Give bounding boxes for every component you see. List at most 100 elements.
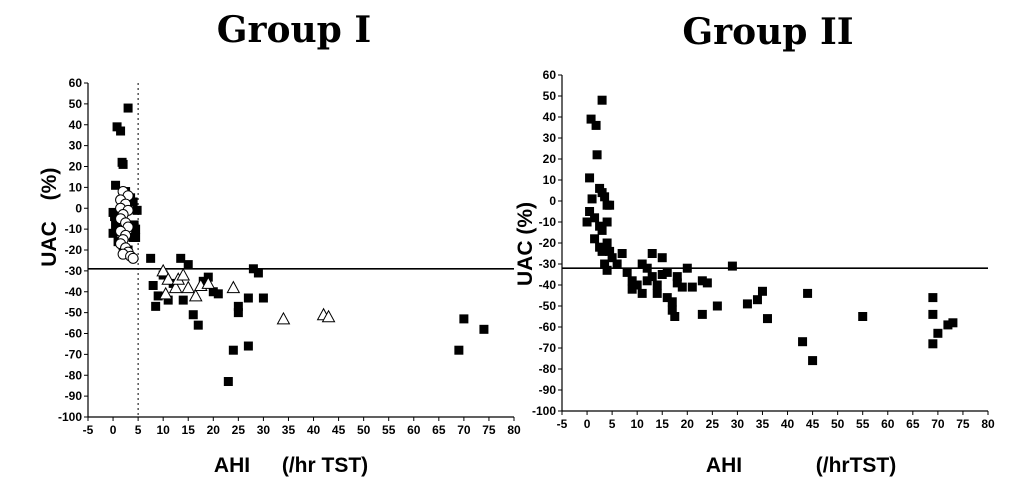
x-tick-label: 15 <box>182 423 196 437</box>
data-point-square <box>128 197 138 207</box>
x-tick-label: 20 <box>207 423 221 437</box>
x-tick-label: 80 <box>507 423 521 437</box>
data-point-triangle <box>156 263 171 277</box>
y-tick-label: 0 <box>549 194 556 208</box>
y-tick-label: 50 <box>543 89 557 103</box>
x-tick-label: 35 <box>282 423 296 437</box>
data-point-square <box>667 305 677 315</box>
data-point-square <box>233 308 243 318</box>
data-point-square <box>258 293 268 303</box>
data-point-square <box>597 246 607 256</box>
x-tick-label: 45 <box>332 423 346 437</box>
group-1-scatter-plot: 6050403020100-10-20-30-40-50-60-70-80-90… <box>58 76 521 437</box>
x-tick-label: 55 <box>382 423 396 437</box>
data-point-square <box>590 234 600 244</box>
group-1-x-axis-unit: (/hr TST) <box>282 454 368 477</box>
data-point-square <box>163 295 173 305</box>
y-tick-label: -80 <box>539 362 557 376</box>
y-tick-label: -70 <box>65 347 83 361</box>
data-point-square <box>667 297 677 307</box>
x-tick-label: 55 <box>856 417 870 431</box>
data-point-square <box>928 339 938 349</box>
x-tick-label: 10 <box>630 417 644 431</box>
data-point-triangle <box>188 288 203 302</box>
data-point-square <box>928 309 938 319</box>
data-point-square <box>682 263 692 273</box>
y-tick-label: -50 <box>539 299 557 313</box>
data-point-square <box>677 282 687 292</box>
y-tick-label: 60 <box>69 76 83 90</box>
x-tick-label: 0 <box>584 417 591 431</box>
x-tick-label: 80 <box>981 417 995 431</box>
data-point-square <box>243 341 253 351</box>
data-point-square <box>592 150 602 160</box>
x-tick-label: 50 <box>357 423 371 437</box>
x-tick-label: 70 <box>457 423 471 437</box>
data-point-triangle <box>158 286 173 300</box>
group-2-x-axis-unit: (/hrTST) <box>816 454 896 477</box>
y-tick-label: -20 <box>65 243 83 257</box>
data-point-circle <box>127 252 139 264</box>
y-tick-label: 30 <box>543 131 557 145</box>
y-tick-label: 20 <box>69 160 83 174</box>
y-tick-label: 40 <box>69 118 83 132</box>
data-point-square <box>600 259 610 269</box>
y-tick-label: 0 <box>75 201 82 215</box>
data-point-square <box>622 267 632 277</box>
data-point-square <box>233 301 243 311</box>
x-tick-label: 5 <box>609 417 616 431</box>
data-point-square <box>600 192 610 202</box>
data-point-square <box>148 280 158 290</box>
x-tick-label: 50 <box>831 417 845 431</box>
data-point-square <box>116 126 126 136</box>
data-point-square <box>587 194 597 204</box>
data-point-square <box>111 180 121 190</box>
data-point-square <box>803 288 813 298</box>
data-point-square <box>602 265 612 275</box>
x-tick-label: 20 <box>681 417 695 431</box>
group-1-y-axis-unit: (%) <box>38 168 61 201</box>
data-point-square <box>131 232 141 242</box>
data-point-square <box>243 293 253 303</box>
data-point-square <box>590 213 600 223</box>
data-point-square <box>617 249 627 258</box>
data-point-square <box>602 238 612 248</box>
y-tick-label: 10 <box>543 173 557 187</box>
data-point-square <box>597 95 607 105</box>
x-tick-label: -5 <box>557 417 568 431</box>
data-point-square <box>657 253 667 263</box>
x-tick-label: 0 <box>110 423 117 437</box>
data-point-square <box>662 293 672 303</box>
data-point-square <box>627 276 637 286</box>
data-point-square <box>757 286 767 296</box>
data-point-square <box>110 212 120 222</box>
x-tick-label: -5 <box>83 423 94 437</box>
y-tick-label: -10 <box>539 215 557 229</box>
y-tick-label: -50 <box>65 306 83 320</box>
data-point-square <box>928 293 938 303</box>
y-tick-label: -30 <box>539 257 557 271</box>
y-tick-label: -60 <box>539 320 557 334</box>
data-point-square <box>933 328 943 338</box>
data-point-square <box>605 246 615 256</box>
group-1-title: Group I <box>217 9 371 51</box>
y-tick-label: -40 <box>539 278 557 292</box>
data-point-square <box>582 217 592 227</box>
y-tick-label: 20 <box>543 152 557 166</box>
data-point-square <box>123 103 133 113</box>
group-2-title: Group II <box>682 11 853 53</box>
y-tick-label: -20 <box>539 236 557 250</box>
data-point-square <box>627 284 637 294</box>
data-point-triangle <box>181 280 196 294</box>
group-2-x-axis-label: AHI <box>706 454 742 477</box>
data-point-triangle <box>276 311 291 325</box>
data-point-square <box>647 249 657 258</box>
data-point-square <box>602 217 612 227</box>
data-point-square <box>712 301 722 311</box>
data-point-square <box>591 120 601 130</box>
data-point-square <box>228 345 238 355</box>
data-point-square <box>662 267 672 277</box>
data-point-square <box>642 276 652 286</box>
x-tick-label: 25 <box>706 417 720 431</box>
